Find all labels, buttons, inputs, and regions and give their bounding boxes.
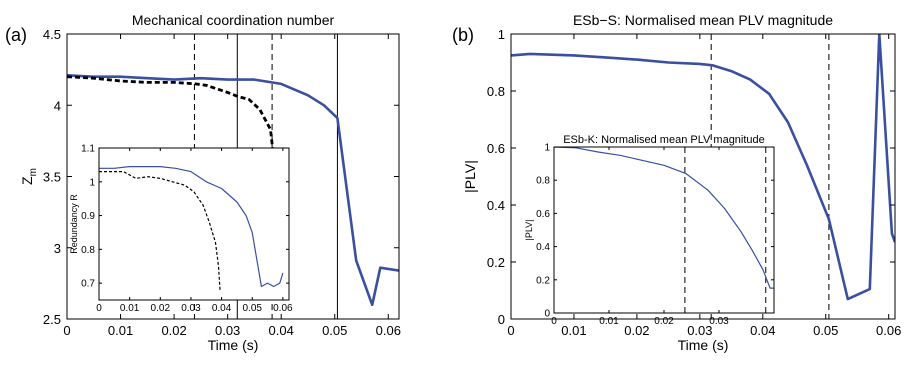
x-tick-label-a-inset-6: 0.06 <box>273 303 293 314</box>
y-tick-label-b-inset-3: 0.6 <box>536 209 550 220</box>
y-tick-label-a-inset-1: 0.8 <box>81 245 95 256</box>
x-tick-label-b-inset-3: 0.03 <box>709 316 729 327</box>
x-tick-label-b-6: 0.06 <box>876 323 901 338</box>
x-tick-label-a-4: 0.04 <box>269 323 294 338</box>
x-tick-label-a-3: 0.03 <box>215 323 240 338</box>
y-tick-label-b-2: 0.4 <box>487 198 505 213</box>
x-tick-label-a-2: 0.02 <box>161 323 186 338</box>
chart-title-a: Mechanical coordination number <box>132 12 335 28</box>
y-axis-label-b: |PLV| <box>462 160 478 193</box>
x-tick-label-b-inset-1: 0.01 <box>599 316 619 327</box>
y-axis-label-subscript-a: m <box>28 168 39 176</box>
x-tick-label-a-1: 0.01 <box>108 323 133 338</box>
x-axis-label-b: Time (s) <box>678 337 729 353</box>
x-tick-label-b-3: 0.03 <box>687 323 712 338</box>
series-line-a-esb-k <box>67 75 283 220</box>
plot-area-a-inset <box>99 148 289 300</box>
y-tick-label-b-inset-2: 0.4 <box>536 242 550 253</box>
y-axis-label-text-b: |PLV| <box>462 160 478 193</box>
axes-frame-b <box>510 33 896 320</box>
panel-b-inset: 0 0.01 0.02 0.03 0 0.2 0.4 0.6 0.8 1 ESb-K: Normal… <box>524 134 775 327</box>
y-axis-label-text-b-inset: |PLV| <box>524 219 534 240</box>
plot-area-b-inset <box>554 147 774 313</box>
x-tick-label-a-inset-0: 0 <box>96 303 102 314</box>
x-tick-label-a-inset-1: 0.01 <box>120 303 140 314</box>
x-tick-label-a-5: 0.05 <box>322 323 347 338</box>
y-tick-label-b-1: 0.2 <box>487 255 505 270</box>
chart-title-b: ESb−S: Normalised mean PLV magnitude <box>573 12 833 28</box>
y-tick-label-a-1: 3 <box>54 241 61 256</box>
x-tick-label-a-6: 0.06 <box>376 323 401 338</box>
x-axis-label-a: Time (s) <box>208 337 259 353</box>
series-line-a-inset-esb-k <box>99 171 221 290</box>
series-line-a-esb-s <box>67 74 399 307</box>
x-tick-label-b-0: 0 <box>507 323 514 338</box>
y-tick-label-a-2: 3.5 <box>43 170 61 185</box>
series-line-a-inset-esb-s <box>99 166 284 288</box>
y-axis-label-text-a-inset: Redundancy R <box>69 194 79 254</box>
panel-a-inset: 0 0.01 0.02 0.03 0.04 0.05 0.06 0.7 0.8 0.9 1 1.1 Re… <box>69 144 293 315</box>
series-line-b-inset-esb-k <box>554 147 774 289</box>
x-tick-label-a-inset-4: 0.04 <box>212 303 232 314</box>
x-tick-label-b-inset-0: 0 <box>551 316 557 327</box>
y-tick-label-a-0: 2.5 <box>43 312 61 327</box>
series-line-b-esb-s <box>511 34 895 301</box>
y-axis-label-text-a: Z <box>19 176 35 185</box>
y-axis-label-b-inset: |PLV| <box>524 219 534 240</box>
y-tick-label-b-4: 0.8 <box>487 84 505 99</box>
x-tick-label-b-4: 0.04 <box>750 323 775 338</box>
y-tick-label-a-4: 4.5 <box>43 27 61 42</box>
y-tick-label-a-inset-3: 1 <box>89 177 95 188</box>
x-tick-label-a-0: 0 <box>63 323 70 338</box>
y-tick-label-a-inset-2: 0.9 <box>81 211 95 222</box>
y-tick-label-a-3: 4 <box>54 98 61 113</box>
x-tick-label-a-inset-3: 0.03 <box>181 303 201 314</box>
chart-title-b-inset: ESb-K: Normalised mean PLV magnitude <box>563 134 765 146</box>
x-tick-label-b-1: 0.01 <box>561 323 586 338</box>
x-tick-label-b-inset-2: 0.02 <box>654 316 674 327</box>
panel-label-a: (a) <box>5 25 27 45</box>
x-tick-label-b-5: 0.05 <box>813 323 838 338</box>
y-tick-label-b-0: 0 <box>498 312 505 327</box>
y-axis-label-a-inset: Redundancy R <box>69 194 79 254</box>
y-tick-label-b-inset-1: 0.2 <box>536 275 550 286</box>
y-tick-label-b-inset-0: 0 <box>544 309 550 320</box>
y-tick-label-b-3: 0.6 <box>487 141 505 156</box>
y-tick-label-b-inset-4: 0.8 <box>536 176 550 187</box>
x-tick-label-b-2: 0.02 <box>624 323 649 338</box>
x-tick-label-a-inset-5: 0.05 <box>242 303 262 314</box>
y-axis-label-a: Zm <box>19 168 39 185</box>
axes-frame-a-inset <box>98 147 290 301</box>
x-tick-label-a-inset-2: 0.02 <box>151 303 171 314</box>
y-tick-label-a-inset-4: 1.1 <box>81 144 95 155</box>
y-tick-label-b-inset-5: 1 <box>544 143 550 154</box>
panel-label-b: (b) <box>452 25 474 45</box>
y-tick-label-b-5: 1 <box>498 27 505 42</box>
y-tick-label-a-inset-0: 0.7 <box>81 279 95 290</box>
